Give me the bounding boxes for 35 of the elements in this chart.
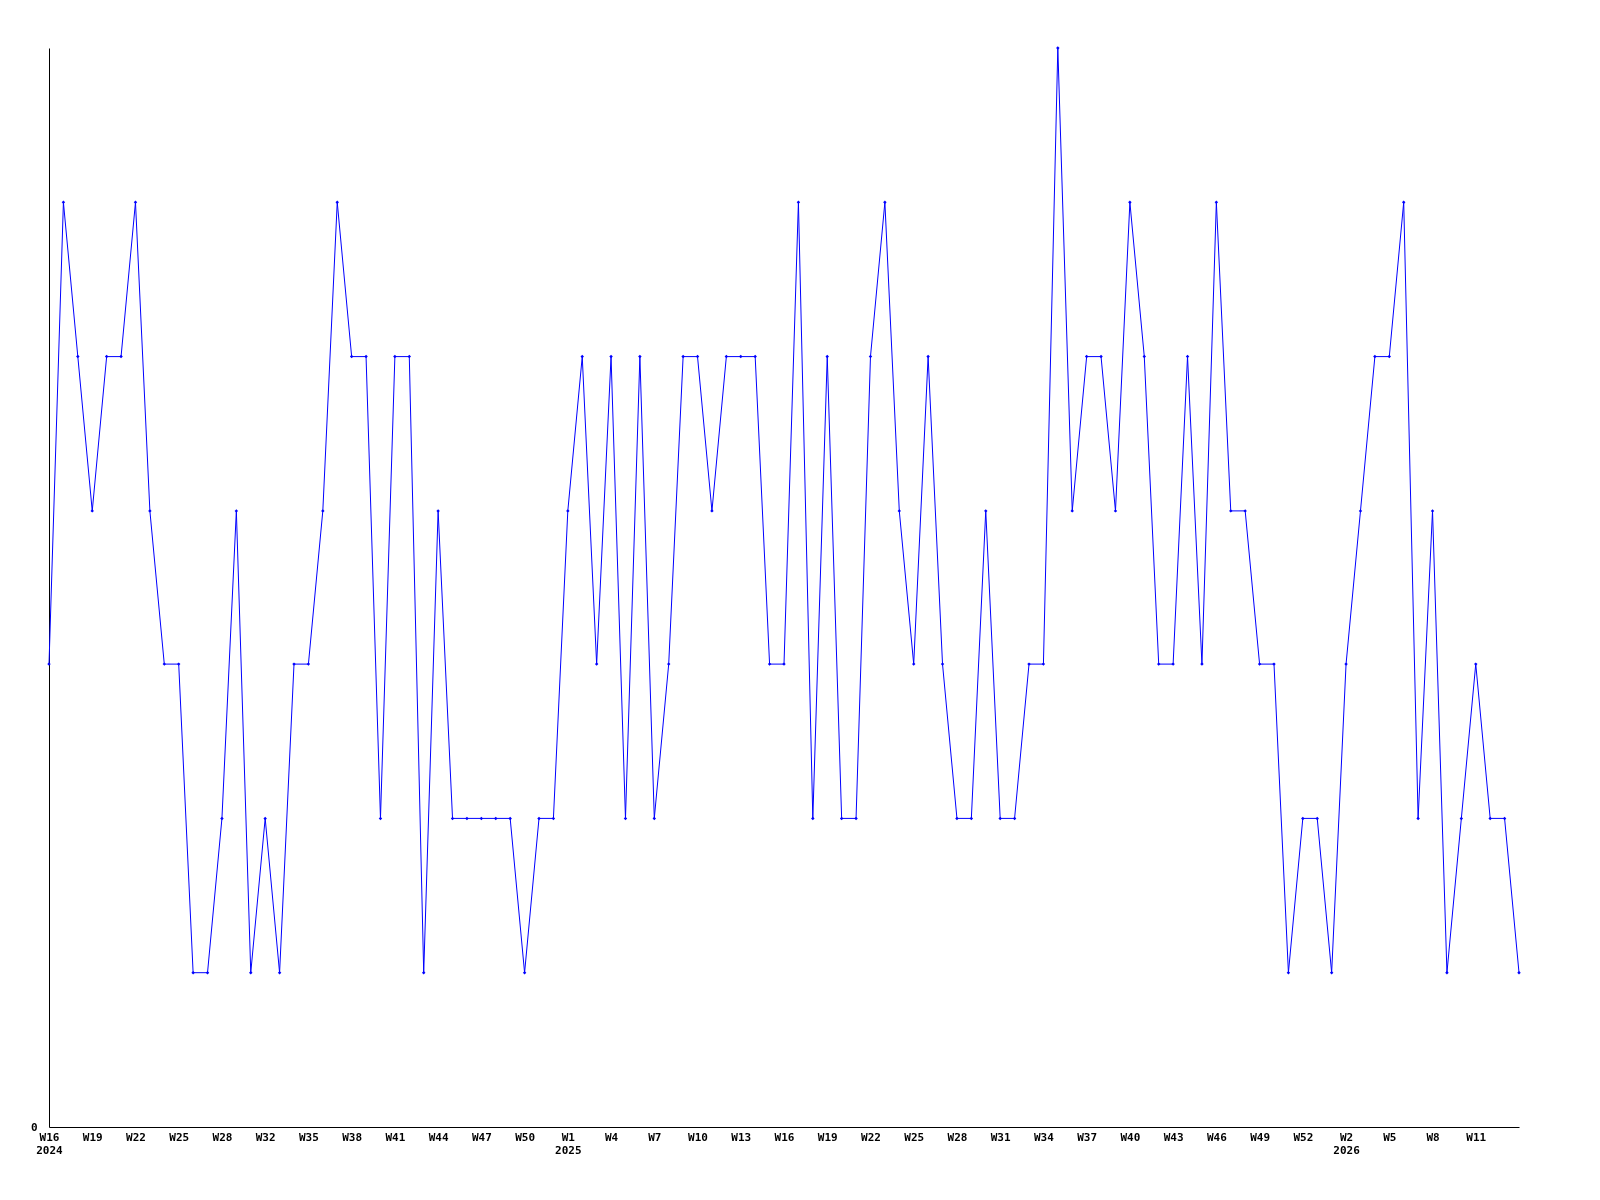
x-tick-label: W35 bbox=[298, 1130, 319, 1144]
x-tick-label: W31 bbox=[990, 1130, 1011, 1144]
text: 0 bbox=[30, 1120, 38, 1134]
x-tick-label: W44 bbox=[428, 1130, 449, 1144]
x-tick-label: W7 bbox=[648, 1130, 662, 1144]
x-tick-label: W16 bbox=[774, 1130, 795, 1144]
x-tick-label: W28 bbox=[212, 1130, 233, 1144]
x-tick-label: W4 bbox=[604, 1130, 619, 1144]
x-tick-label: W25 bbox=[169, 1130, 190, 1144]
x-tick-label: W34 bbox=[1033, 1130, 1055, 1144]
x-tick-label: W19 bbox=[82, 1130, 103, 1144]
x-tick-label: W1 2025 bbox=[555, 1130, 582, 1157]
x-tick-label: W37 bbox=[1077, 1130, 1098, 1144]
x-tick-label: W28 bbox=[947, 1130, 968, 1144]
x-tick-label: W32 bbox=[255, 1130, 276, 1144]
x-tick-label: W2 2026 bbox=[1333, 1130, 1361, 1157]
x-tick-label: W52 bbox=[1293, 1130, 1314, 1144]
x-tick-label: W46 bbox=[1206, 1130, 1228, 1144]
x-tick-label: W50 bbox=[515, 1130, 536, 1144]
x-tick-label: W10 bbox=[688, 1130, 708, 1144]
x-tick-label: W25 bbox=[904, 1130, 925, 1144]
x-tick-label: W22 bbox=[126, 1130, 146, 1144]
x-tick-label: W8 bbox=[1426, 1130, 1440, 1144]
x-tick-label: W49 bbox=[1250, 1130, 1271, 1144]
x-tick-label: W11 bbox=[1466, 1130, 1487, 1144]
x-tick-label: W47 bbox=[471, 1130, 492, 1144]
x-tick-label: W41 bbox=[385, 1130, 406, 1144]
x-tick-label: W5 bbox=[1383, 1130, 1397, 1144]
x-tick-label: W43 bbox=[1163, 1130, 1184, 1144]
x-tick-label: W16 2024 bbox=[36, 1130, 64, 1157]
x-tick-label: W19 bbox=[817, 1130, 838, 1144]
x-tick-label: W38 bbox=[342, 1130, 363, 1144]
x-tick-label: W22 bbox=[861, 1130, 881, 1144]
x-tick-label: W40 bbox=[1120, 1130, 1141, 1144]
x-tick-label: W13 bbox=[731, 1130, 752, 1144]
